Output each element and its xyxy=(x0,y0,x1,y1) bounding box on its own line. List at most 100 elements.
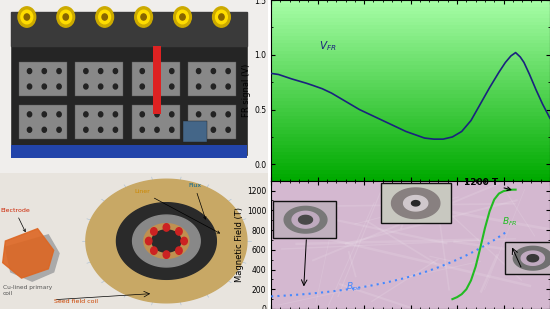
Circle shape xyxy=(163,251,169,258)
Circle shape xyxy=(211,69,216,74)
Circle shape xyxy=(28,127,32,132)
Circle shape xyxy=(140,127,145,132)
Circle shape xyxy=(63,14,68,20)
Circle shape xyxy=(96,7,113,27)
Circle shape xyxy=(42,69,46,74)
Circle shape xyxy=(196,84,201,89)
Bar xyxy=(153,46,161,114)
Polygon shape xyxy=(392,188,440,218)
Polygon shape xyxy=(299,215,312,224)
Circle shape xyxy=(60,10,72,24)
Y-axis label: FR signal (V): FR signal (V) xyxy=(243,64,251,117)
Polygon shape xyxy=(404,196,428,211)
Circle shape xyxy=(57,7,75,27)
Circle shape xyxy=(155,112,159,117)
Circle shape xyxy=(174,7,191,27)
Circle shape xyxy=(99,10,111,24)
Polygon shape xyxy=(513,246,550,270)
Circle shape xyxy=(102,14,107,20)
Bar xyxy=(131,105,180,139)
Circle shape xyxy=(163,224,169,231)
Circle shape xyxy=(113,84,118,89)
Circle shape xyxy=(211,112,216,117)
Circle shape xyxy=(42,84,46,89)
Circle shape xyxy=(219,14,224,20)
Polygon shape xyxy=(86,179,247,303)
Circle shape xyxy=(151,228,157,235)
Text: Electrode: Electrode xyxy=(0,208,30,232)
Polygon shape xyxy=(152,230,181,252)
Text: 1200 T: 1200 T xyxy=(465,178,511,191)
Circle shape xyxy=(84,127,88,132)
Polygon shape xyxy=(284,206,327,233)
Polygon shape xyxy=(144,224,189,258)
Text: Liner: Liner xyxy=(134,189,219,233)
Circle shape xyxy=(169,127,174,132)
Circle shape xyxy=(169,112,174,117)
Circle shape xyxy=(196,69,201,74)
Y-axis label: Magnetic Field (T): Magnetic Field (T) xyxy=(235,207,244,282)
Circle shape xyxy=(57,127,61,132)
Circle shape xyxy=(57,112,61,117)
Circle shape xyxy=(141,14,146,20)
Polygon shape xyxy=(527,255,538,262)
Bar xyxy=(19,105,67,139)
Circle shape xyxy=(211,84,216,89)
Bar xyxy=(11,145,247,158)
Circle shape xyxy=(28,112,32,117)
Circle shape xyxy=(196,127,201,132)
Circle shape xyxy=(28,84,32,89)
Bar xyxy=(188,105,236,139)
Circle shape xyxy=(42,112,46,117)
Circle shape xyxy=(98,127,103,132)
Circle shape xyxy=(21,10,33,24)
Bar xyxy=(19,62,67,96)
Bar xyxy=(188,62,236,96)
Bar xyxy=(75,105,123,139)
Bar xyxy=(183,121,207,142)
Circle shape xyxy=(226,127,230,132)
Circle shape xyxy=(113,112,118,117)
Circle shape xyxy=(24,14,30,20)
Polygon shape xyxy=(3,229,54,278)
Polygon shape xyxy=(411,201,420,206)
Bar xyxy=(273,201,336,238)
Circle shape xyxy=(140,84,145,89)
Circle shape xyxy=(98,69,103,74)
Bar xyxy=(75,62,123,96)
Circle shape xyxy=(212,7,230,27)
Text: B$_{FR}$: B$_{FR}$ xyxy=(502,215,518,228)
Circle shape xyxy=(169,69,174,74)
Circle shape xyxy=(145,237,152,245)
Text: Seed field coil: Seed field coil xyxy=(54,299,98,304)
Circle shape xyxy=(57,69,61,74)
Circle shape xyxy=(138,10,150,24)
Circle shape xyxy=(113,69,118,74)
Text: Flux: Flux xyxy=(188,183,206,219)
Polygon shape xyxy=(133,215,200,267)
Circle shape xyxy=(151,247,157,254)
Text: B$_{pc}$: B$_{pc}$ xyxy=(345,281,361,294)
Circle shape xyxy=(84,69,88,74)
Polygon shape xyxy=(117,203,216,279)
Circle shape xyxy=(175,247,182,254)
Bar xyxy=(0,0,268,173)
Circle shape xyxy=(113,127,118,132)
Circle shape xyxy=(226,69,230,74)
Circle shape xyxy=(180,14,185,20)
Bar xyxy=(381,183,450,223)
Circle shape xyxy=(181,237,188,245)
Circle shape xyxy=(84,84,88,89)
Circle shape xyxy=(226,84,230,89)
Bar xyxy=(0,173,268,309)
Bar xyxy=(505,243,550,274)
Circle shape xyxy=(18,7,36,27)
Circle shape xyxy=(177,10,189,24)
Circle shape xyxy=(155,69,159,74)
Circle shape xyxy=(84,112,88,117)
Text: V$_{FR}$: V$_{FR}$ xyxy=(320,39,337,53)
Text: Cu-lined primary
coil: Cu-lined primary coil xyxy=(3,285,52,296)
Circle shape xyxy=(98,112,103,117)
Polygon shape xyxy=(6,235,59,281)
Circle shape xyxy=(175,228,182,235)
